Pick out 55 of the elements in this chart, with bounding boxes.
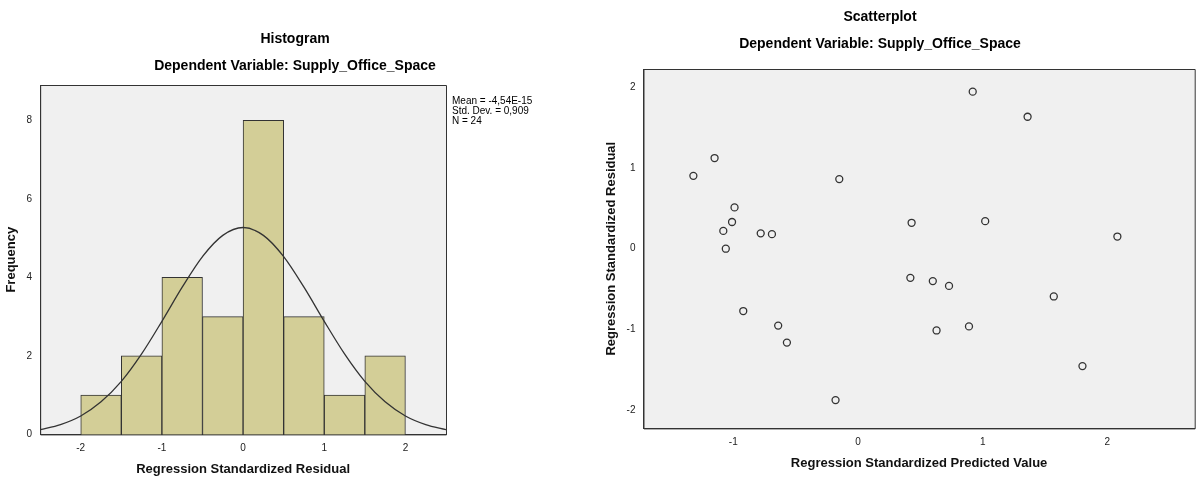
chart-title: Histogram [259, 30, 331, 46]
x-tick-label: 0 [240, 442, 247, 454]
y-tick-label: 6 [26, 192, 33, 204]
text: Mean = -4,54E-15 [452, 95, 533, 106]
y-tick-label: 1 [629, 161, 636, 173]
point [739, 306, 748, 316]
x-tick-label: -1 [157, 442, 167, 454]
point [906, 273, 915, 282]
point [1023, 112, 1032, 121]
x-tick-label: -2 [76, 442, 86, 454]
point [689, 171, 698, 180]
y-axis-title: Frequency [3, 226, 19, 293]
text: Std. Dev. = 0,909 [452, 105, 529, 116]
x-tick-label: 1 [321, 442, 328, 454]
point [981, 217, 990, 226]
y-axis-title: Regression Standardized Residual [603, 141, 619, 356]
point [782, 338, 792, 347]
point [727, 217, 737, 227]
point [719, 226, 728, 236]
point [1113, 232, 1122, 241]
y-tick-label: -2 [626, 404, 636, 416]
point [721, 244, 730, 253]
point [968, 87, 977, 96]
point [710, 153, 719, 163]
chart-subtitle: Dependent Variable: Supply_Office_Space [738, 35, 1022, 51]
y-tick-label: 4 [26, 271, 33, 283]
x-tick-label: 0 [855, 436, 862, 448]
x-axis-title: Regression Standardized Predicted Value [790, 454, 1048, 470]
point [774, 321, 783, 330]
point [964, 322, 974, 331]
x-tick-label: 1 [979, 436, 986, 448]
point [944, 281, 954, 291]
point [756, 229, 765, 238]
point [1049, 292, 1058, 301]
x-tick-label: -1 [728, 436, 739, 448]
y-tick-label: 2 [26, 349, 33, 361]
point [907, 218, 916, 227]
point [1078, 361, 1087, 371]
x-axis-title: Regression Standardized Residual [136, 460, 350, 476]
y-tick-label: 0 [26, 428, 33, 440]
point [831, 395, 840, 405]
y-tick-label: 0 [629, 242, 636, 254]
chart-subtitle: Dependent Variable: Supply_Office_Space [153, 57, 437, 73]
text: N = 24 [452, 115, 483, 126]
point [767, 229, 777, 239]
y-tick-label: -1 [626, 323, 636, 335]
x-tick-label: 2 [1104, 436, 1111, 448]
point [928, 276, 937, 286]
chart-title: Scatterplot [842, 8, 918, 24]
point [730, 203, 739, 212]
point [932, 326, 941, 335]
x-tick-label: 2 [402, 442, 409, 454]
point [835, 174, 844, 184]
y-tick-label: 8 [26, 114, 33, 126]
y-tick-label: 2 [629, 80, 636, 92]
